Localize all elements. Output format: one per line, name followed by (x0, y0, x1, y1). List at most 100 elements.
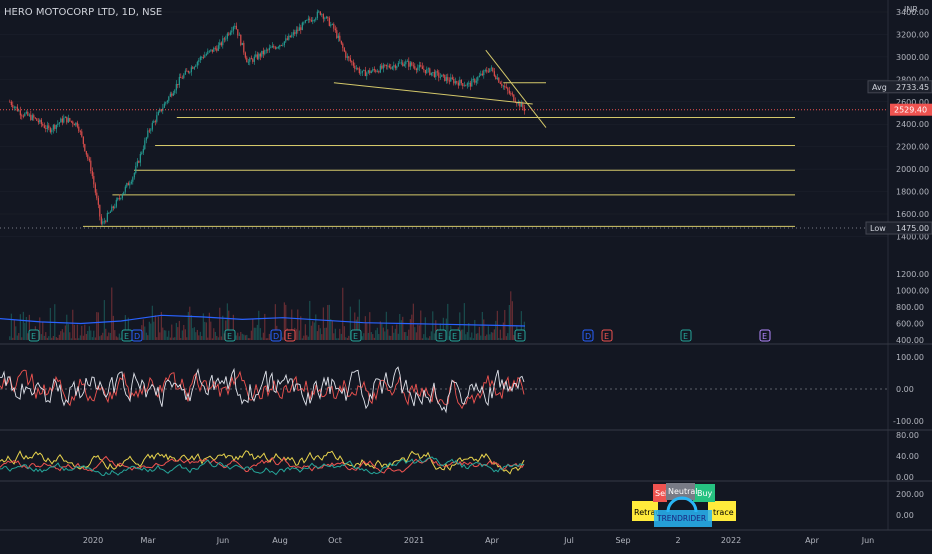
dividend-marker[interactable]: D (131, 329, 143, 342)
volume-bar (513, 335, 515, 340)
gauge-neutral-box (666, 483, 695, 500)
event-marker-box (28, 329, 40, 342)
volume-bar (177, 327, 179, 340)
candle-up (441, 74, 443, 77)
low-label: Low (870, 224, 886, 233)
volume-bar (495, 320, 497, 340)
time-axis-label: Oct (328, 536, 342, 545)
candle-up (205, 54, 207, 56)
candle-down (96, 192, 98, 199)
volume-bar (84, 324, 86, 340)
candle-down (451, 77, 453, 79)
volume-bar (427, 338, 429, 340)
candle-up (301, 22, 303, 31)
earnings-marker[interactable]: E (28, 329, 40, 342)
trend-line[interactable] (333, 82, 533, 105)
earnings-marker[interactable]: E (449, 329, 461, 342)
volume-bar (484, 335, 486, 340)
earnings-marker[interactable]: E (435, 329, 447, 342)
volume-bar (511, 301, 513, 340)
candle-up (393, 65, 395, 67)
osc1-tick-neg100: -100.00 (893, 417, 924, 426)
trend-lines[interactable] (333, 49, 547, 128)
candle-up (201, 57, 203, 58)
candle-up (150, 129, 152, 131)
candle-up (234, 25, 236, 27)
event-marker-box (350, 329, 362, 342)
earnings-marker[interactable]: E (224, 329, 236, 342)
volume-bar (142, 319, 144, 340)
dividend-marker[interactable]: D (270, 329, 282, 342)
candle-down (499, 82, 501, 84)
volume-bar (414, 327, 416, 340)
osc2-tick-40: 40.00 (896, 452, 919, 461)
earnings-marker[interactable]: E (284, 329, 296, 342)
volume-bar (468, 322, 470, 340)
candle-up (360, 72, 362, 74)
earnings-marker[interactable]: E (759, 329, 771, 342)
candle-down (70, 120, 72, 122)
candle-up (39, 119, 41, 123)
volume-bar (295, 329, 297, 340)
volume-bar (105, 328, 107, 340)
volume-bar (505, 336, 507, 340)
volume-bar (390, 335, 392, 340)
volume-bar (334, 328, 336, 340)
volume-bar (300, 316, 302, 340)
candle-up (484, 70, 486, 71)
event-marker-letter: E (762, 332, 767, 341)
price-tick-label: 1600.00 (896, 210, 929, 219)
candle-down (501, 83, 503, 86)
volume-bar (486, 334, 488, 340)
candle-up (298, 27, 300, 31)
candle-down (511, 93, 513, 95)
candle-up (306, 20, 308, 21)
volume-bar (418, 325, 420, 340)
volume-bar (442, 317, 444, 340)
candle-up (133, 173, 135, 178)
candle-down (384, 64, 386, 66)
candle-down (202, 57, 204, 58)
trend-gauge-widget[interactable]: Retrac trace Sell Buy Neutral TRENDRIDER (632, 483, 736, 527)
earnings-marker[interactable]: E (350, 329, 362, 342)
candle-up (58, 122, 60, 124)
candle-down (381, 65, 383, 69)
candle-up (24, 113, 26, 117)
support-lines[interactable] (83, 116, 795, 227)
volume-bar (322, 307, 324, 340)
trend-line[interactable] (485, 49, 547, 128)
candle-up (276, 47, 278, 49)
candle-up (139, 153, 141, 163)
candle-down (349, 58, 351, 62)
candle-up (316, 11, 318, 19)
candle-down (433, 72, 435, 78)
volume-bar (268, 333, 270, 340)
gauge-left-tag (632, 501, 658, 521)
candle-down (66, 116, 68, 123)
candle-up (483, 70, 485, 76)
earnings-marker[interactable]: E (680, 329, 692, 342)
volume-bar (298, 330, 300, 340)
volume-bar (82, 335, 84, 340)
event-marker-box (284, 329, 296, 342)
candle-down (33, 115, 35, 118)
candle-up (520, 102, 522, 107)
volume-bar (460, 329, 462, 340)
candle-up (193, 66, 195, 69)
volume-bar (49, 307, 51, 340)
volume-bar (348, 335, 350, 340)
candle-up (346, 56, 348, 58)
volume-bar (256, 324, 258, 340)
volume-bar (346, 337, 348, 340)
earnings-marker[interactable]: E (121, 329, 133, 342)
candle-down (49, 128, 51, 133)
earnings-marker[interactable]: E (601, 329, 613, 342)
volume-bar (493, 329, 495, 340)
candle-down (90, 160, 92, 171)
dividend-marker[interactable]: D (582, 329, 594, 342)
earnings-marker[interactable]: E (514, 329, 526, 342)
volume-tick-label: 600.00 (896, 320, 924, 329)
candle-down (358, 68, 360, 74)
